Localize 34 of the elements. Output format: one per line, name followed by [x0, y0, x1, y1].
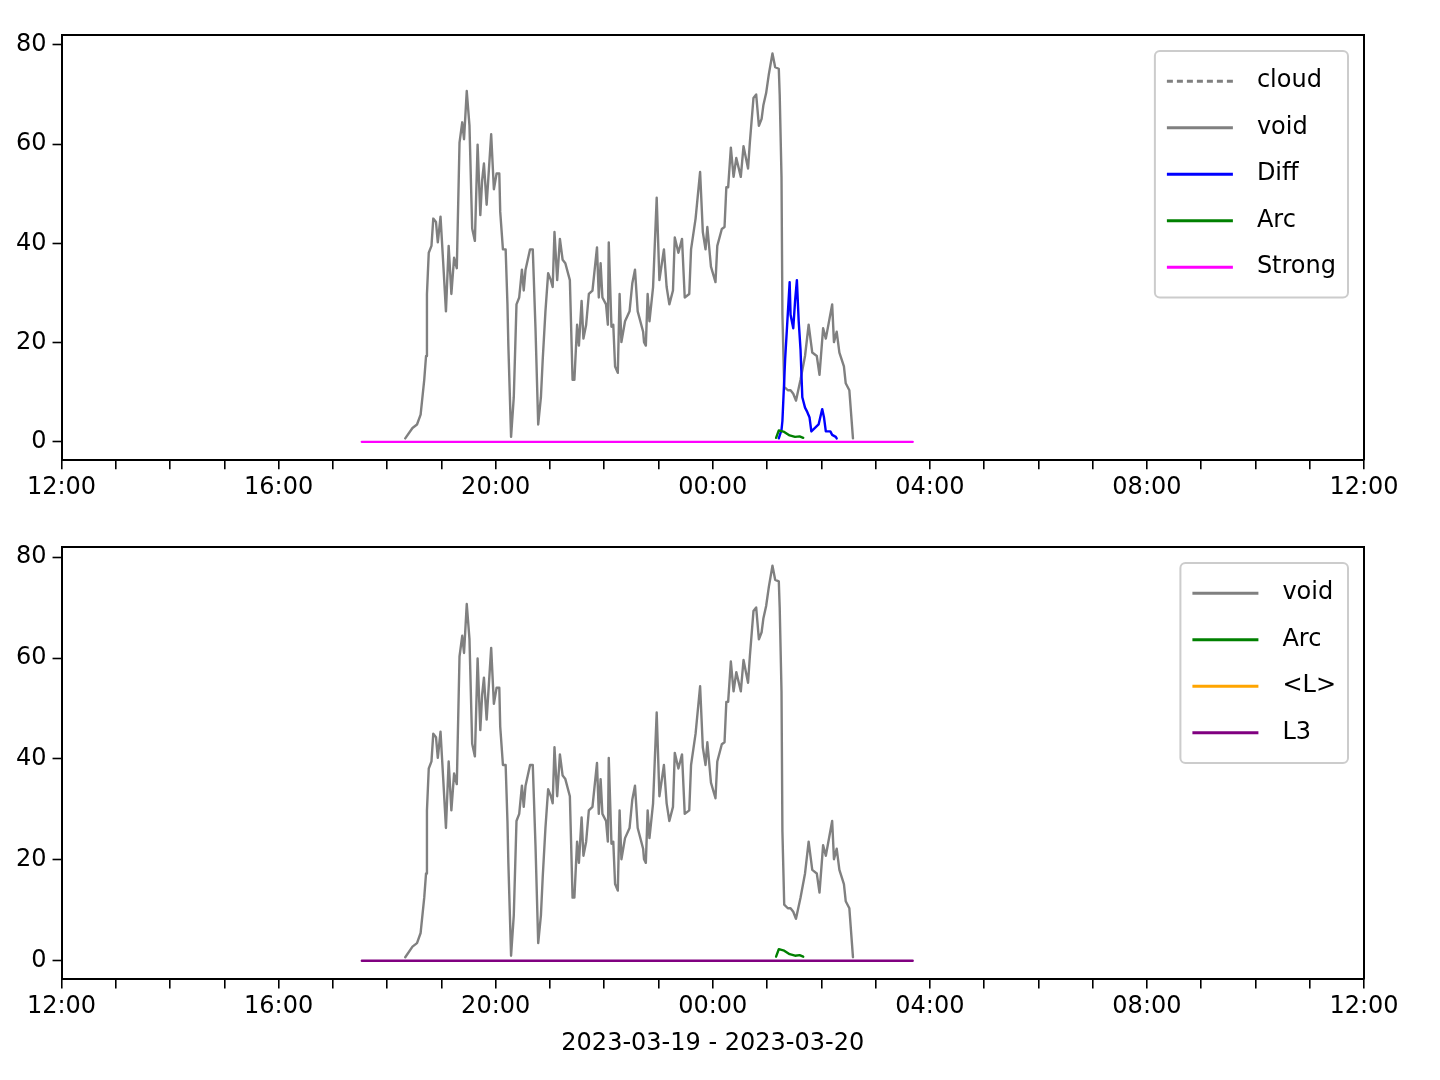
x-axis-title: 2023-03-19 - 2023-03-20: [561, 1027, 865, 1056]
x-tick-label: 20:00: [461, 471, 531, 500]
x-tick-label: 12:00: [1329, 471, 1399, 500]
x-tick-label: 12:00: [26, 991, 97, 1020]
legend-label: L3: [1282, 716, 1312, 745]
y-tick-label: 60: [15, 642, 47, 671]
y-tick-label: 80: [15, 29, 47, 58]
legend-label: Arc: [1282, 623, 1322, 652]
y-tick-label: 0: [31, 944, 47, 973]
legend-label: <L>: [1282, 670, 1336, 699]
legend-label: cloud: [1256, 65, 1322, 94]
y-tick-label: 0: [31, 426, 47, 455]
x-tick-label: 08:00: [1112, 991, 1182, 1020]
legend-label: Diff: [1256, 158, 1300, 187]
legend-label: void: [1282, 577, 1334, 606]
legend-label: Strong: [1256, 251, 1337, 280]
x-tick-label: 16:00: [244, 471, 314, 500]
y-tick-label: 40: [15, 227, 47, 256]
y-tick-label: 40: [15, 743, 47, 772]
y-tick-label: 20: [15, 844, 47, 873]
x-tick-label: 00:00: [678, 991, 748, 1020]
x-tick-label: 04:00: [895, 991, 965, 1020]
y-tick-label: 20: [15, 326, 47, 355]
legend-label: Arc: [1256, 204, 1296, 233]
y-tick-label: 80: [15, 541, 47, 570]
x-tick-label: 12:00: [1329, 991, 1399, 1020]
x-tick-label: 08:00: [1112, 471, 1182, 500]
x-tick-label: 16:00: [244, 991, 314, 1020]
x-tick-label: 12:00: [26, 471, 97, 500]
x-tick-label: 00:00: [678, 471, 748, 500]
x-tick-label: 20:00: [461, 991, 531, 1020]
x-tick-label: 04:00: [895, 471, 965, 500]
y-tick-label: 60: [15, 128, 47, 157]
legend-label: void: [1256, 111, 1308, 140]
